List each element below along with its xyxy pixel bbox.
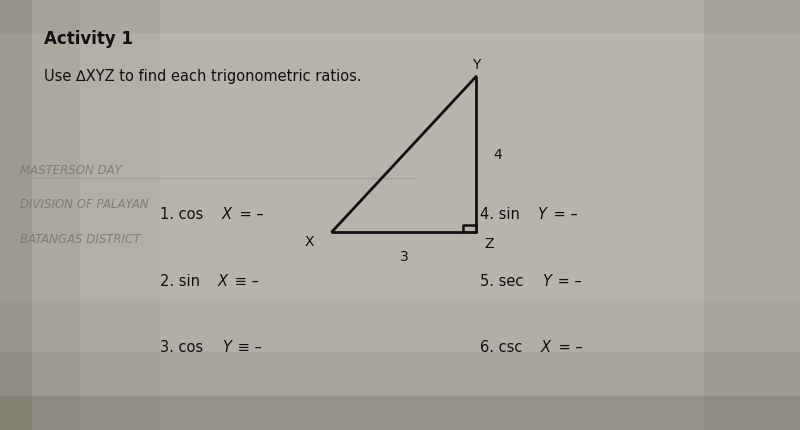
Text: 5. sec: 5. sec xyxy=(480,273,528,288)
Text: X: X xyxy=(218,273,227,288)
Text: 4. sin: 4. sin xyxy=(480,206,525,221)
Text: Y: Y xyxy=(542,273,551,288)
Text: 3: 3 xyxy=(400,249,408,263)
Text: = –: = – xyxy=(549,206,578,221)
Bar xyxy=(0,0,32,430)
Text: 6. csc: 6. csc xyxy=(480,340,527,355)
Text: X: X xyxy=(222,206,232,221)
Bar xyxy=(0,396,800,430)
Text: 4: 4 xyxy=(494,148,502,162)
Text: ≡ –: ≡ – xyxy=(233,340,262,355)
Bar xyxy=(0,353,800,430)
Text: Z: Z xyxy=(485,237,494,250)
Text: 3. cos: 3. cos xyxy=(160,340,208,355)
Text: BATANGAS DISTRICT: BATANGAS DISTRICT xyxy=(20,232,140,245)
Text: Y: Y xyxy=(222,340,230,355)
Text: ≡ –: ≡ – xyxy=(230,273,259,288)
Text: X: X xyxy=(305,234,314,248)
Bar xyxy=(704,0,800,430)
Text: = –: = – xyxy=(554,273,582,288)
Bar xyxy=(0,0,800,34)
Bar xyxy=(0,0,160,430)
Bar xyxy=(0,301,800,430)
Text: = –: = – xyxy=(554,340,582,355)
Text: Use ∆XYZ to find each trigonometric ratios.: Use ∆XYZ to find each trigonometric rati… xyxy=(44,69,362,84)
Text: DIVISION OF PALAYAN: DIVISION OF PALAYAN xyxy=(20,198,149,211)
Text: X: X xyxy=(541,340,550,355)
Text: Activity 1: Activity 1 xyxy=(44,30,133,48)
Text: MASTERSON DAY: MASTERSON DAY xyxy=(20,163,122,176)
Text: 2. sin: 2. sin xyxy=(160,273,205,288)
Bar xyxy=(0,0,80,430)
Text: 1. cos: 1. cos xyxy=(160,206,208,221)
Text: = –: = – xyxy=(234,206,263,221)
Text: Y: Y xyxy=(472,58,480,72)
Text: Y: Y xyxy=(538,206,546,221)
